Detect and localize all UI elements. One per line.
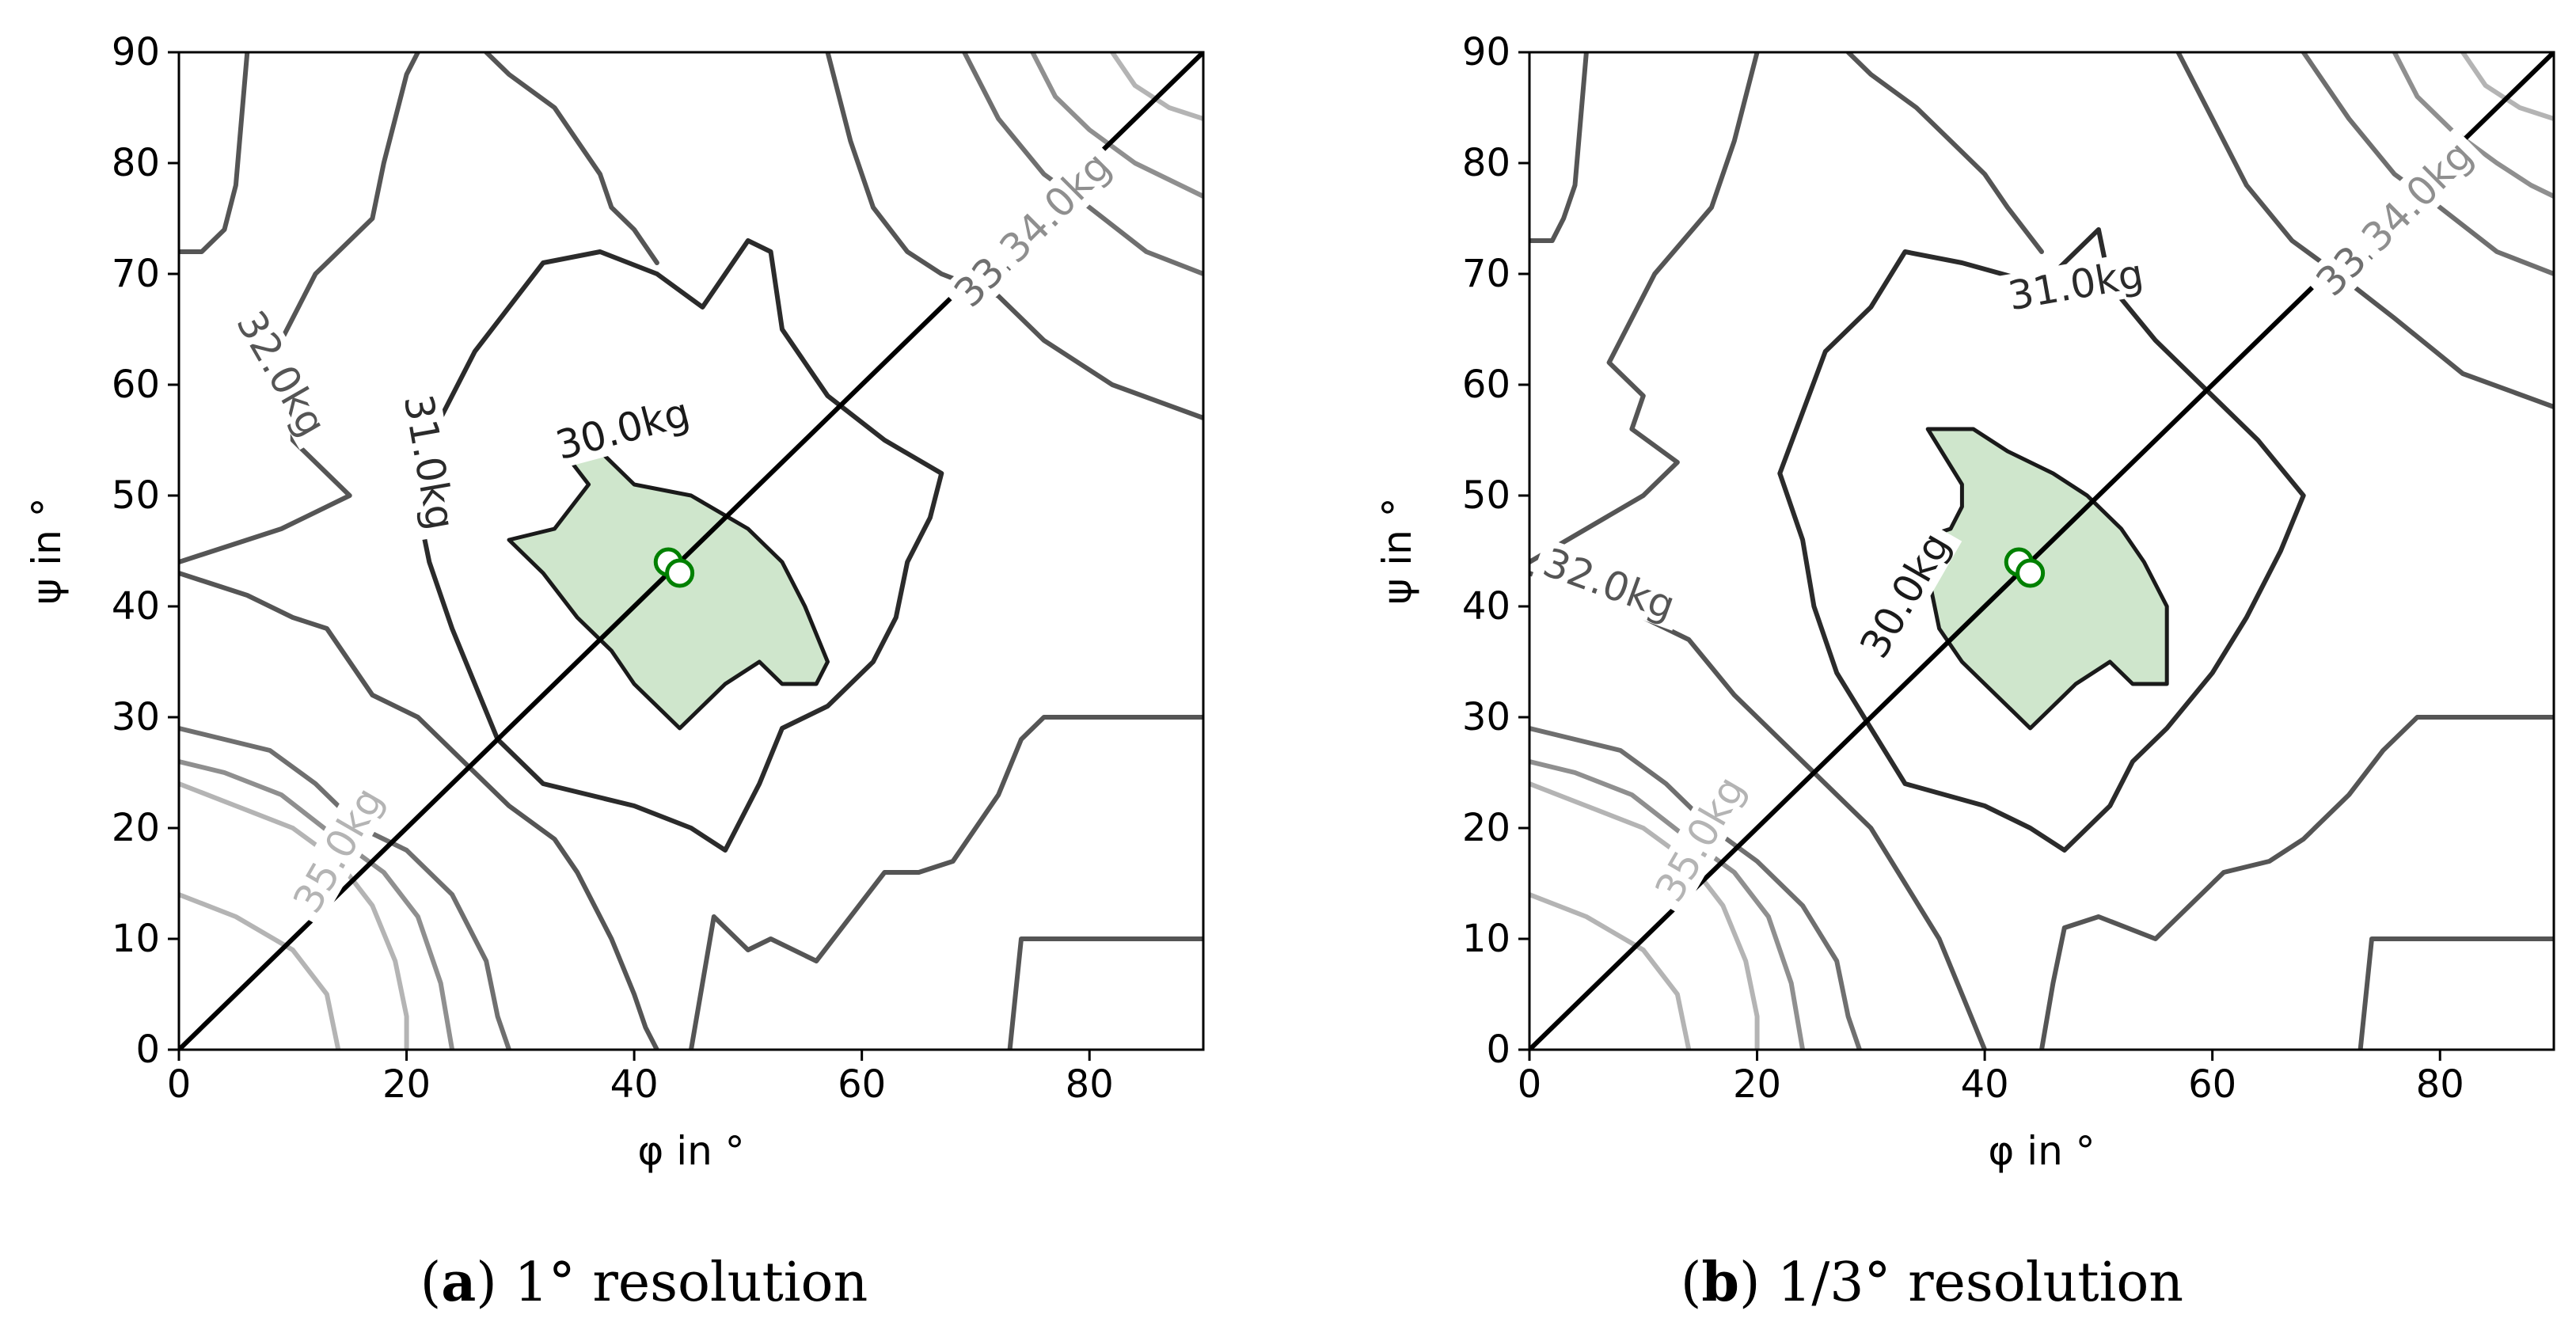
contour-label-bg (1848, 519, 1962, 672)
contour-31-0kg-line-0 (415, 238, 944, 853)
contour-33-0kg-line-0 (1529, 726, 1862, 1050)
contour-34-0kg-line-1 (2392, 52, 2554, 199)
contour-chart-b: 30.0kg31.0kg32.0kg33.0kg34.0kg35.0kg0204… (1374, 30, 2555, 1174)
x-axis-label: φ in ° (637, 1128, 744, 1174)
contour-32-0kg-line-6 (2175, 52, 2554, 409)
contour-label-32-0kg: 32.0kg (1537, 539, 1681, 629)
contour-label-bg (986, 139, 1125, 276)
contour-label-34-0kg: 34.0kg (2353, 132, 2482, 261)
contour-label-bg (1997, 249, 2154, 321)
y-tick-label: 10 (112, 917, 160, 961)
x-tick-label: 80 (2416, 1062, 2464, 1107)
contour-34-0kg-line-0 (179, 759, 455, 1050)
x-tick-label: 0 (1518, 1062, 1542, 1107)
y-tick-label: 70 (1462, 252, 1510, 296)
contour-35-0kg-line-2 (1529, 892, 1692, 1050)
contour-chart-a: 30.0kg31.0kg32.0kg33.0kg34.0kg35.0kg0204… (24, 30, 1205, 1174)
contour-35-0kg-line-1 (2460, 52, 2554, 121)
y-tick-label: 40 (112, 584, 160, 629)
caption-b: (b) 1/3° resolution (1680, 1251, 2184, 1314)
contour-label-32-0kg: 32.0kg (227, 303, 335, 444)
contour-32-0kg-line-2 (1845, 52, 2044, 254)
x-tick-label: 0 (167, 1062, 192, 1107)
y-tick-label: 60 (1462, 363, 1510, 407)
optimum-marker-1 (665, 558, 695, 588)
caption-letter-b: b (1701, 1251, 1739, 1314)
contour-label-35-0kg: 35.0kg (284, 780, 392, 921)
axes-frame (177, 51, 1205, 1051)
y-axis-label: ψ in ° (24, 497, 70, 604)
y-tick-label: 30 (112, 695, 160, 739)
contour-label-30-0kg: 30.0kg (551, 389, 694, 469)
caption-a: (a) 1° resolution (420, 1251, 868, 1314)
contour-label-bg (281, 773, 396, 927)
contour-label-31-0kg: 31.0kg (2004, 251, 2146, 320)
y-tick-label: 30 (1462, 695, 1510, 739)
contour-35-0kg-line-0 (179, 781, 409, 1050)
contour-32-0kg-line-6 (825, 52, 1203, 420)
contour-32-0kg-line-0 (179, 52, 420, 564)
contour-32-0kg-line-3 (179, 571, 659, 1050)
axes: 0 20 40 60 80 0 10 20 30 40 50 60 70 80 90 φ in ° ψ in ° (1374, 30, 2464, 1174)
y-tick-label: 60 (112, 363, 160, 407)
contour-32-0kg-line-1 (1529, 52, 1589, 243)
contour-32-0kg-line-0 (1529, 52, 1760, 564)
x-axis-label: φ in ° (1988, 1128, 2095, 1174)
y-tick-label: 80 (112, 141, 160, 185)
contour-label-bg (394, 384, 465, 541)
contour-32-0kg-line-4 (689, 715, 1203, 1050)
y-axis-label: ψ in ° (1374, 497, 1420, 604)
x-tick-label: 60 (838, 1062, 886, 1107)
contour-label-bg (544, 388, 701, 470)
caption-text-a: 1° resolution (514, 1252, 868, 1314)
optimum-marker-1 (2016, 558, 2046, 588)
caption-letter-a: a (441, 1251, 477, 1314)
x-tick-label: 60 (2188, 1062, 2236, 1107)
y-tick-label: 80 (1462, 141, 1510, 185)
y-tick-label: 70 (112, 252, 160, 296)
caption-text-b: 1/3° resolution (1777, 1252, 2184, 1314)
contour-label-bg (2348, 127, 2487, 265)
contour-label-bg (1643, 762, 1757, 916)
contour-35-0kg-line-0 (1529, 781, 1760, 1050)
axes-frame (1528, 51, 2555, 1051)
contour-32-0kg-line-4 (2039, 715, 2554, 1050)
x-tick-label: 80 (1066, 1062, 1114, 1107)
y-tick-label: 90 (112, 30, 160, 74)
contour-32-0kg-line-1 (179, 52, 250, 254)
y-tick-label: 0 (1486, 1028, 1510, 1072)
contour-32-0kg-line-2 (484, 52, 659, 265)
contour-32-0kg-line-5 (2358, 936, 2554, 1050)
x-tick-label: 40 (1961, 1062, 2009, 1107)
contour-label-31-0kg: 31.0kg (395, 391, 464, 533)
y-tick-label: 20 (112, 806, 160, 850)
axes: 0 20 40 60 80 0 10 20 30 40 50 60 70 80 90 φ in ° ψ in ° (24, 30, 1114, 1174)
y-tick-label: 90 (1462, 30, 1510, 74)
y-tick-label: 50 (1462, 473, 1510, 518)
x-tick-label: 20 (382, 1062, 431, 1107)
contour-34-0kg-line-1 (1030, 52, 1203, 199)
contour-35-0kg-line-1 (1110, 52, 1203, 121)
panel-b: 30.0kg31.0kg32.0kg33.0kg34.0kg35.0kg0204… (1288, 0, 2576, 1341)
y-tick-label: 50 (112, 473, 160, 518)
y-tick-label: 10 (1462, 917, 1510, 961)
contour-33-0kg-line-0 (179, 726, 511, 1050)
contour-label-bg (224, 297, 339, 450)
contour-label-34-0kg: 34.0kg (991, 143, 1120, 272)
contour-32-0kg-line-5 (1007, 936, 1203, 1050)
contour-label-bg (1530, 538, 1688, 631)
contour-35-0kg-line-2 (179, 892, 341, 1050)
y-tick-label: 20 (1462, 806, 1510, 850)
y-tick-label: 0 (135, 1028, 160, 1072)
region-30kg (507, 438, 830, 731)
x-tick-label: 20 (1733, 1062, 1781, 1107)
y-tick-label: 40 (1462, 584, 1510, 629)
panel-a: 30.0kg31.0kg32.0kg33.0kg34.0kg35.0kg0204… (24, 30, 1205, 1314)
x-tick-label: 40 (610, 1062, 659, 1107)
